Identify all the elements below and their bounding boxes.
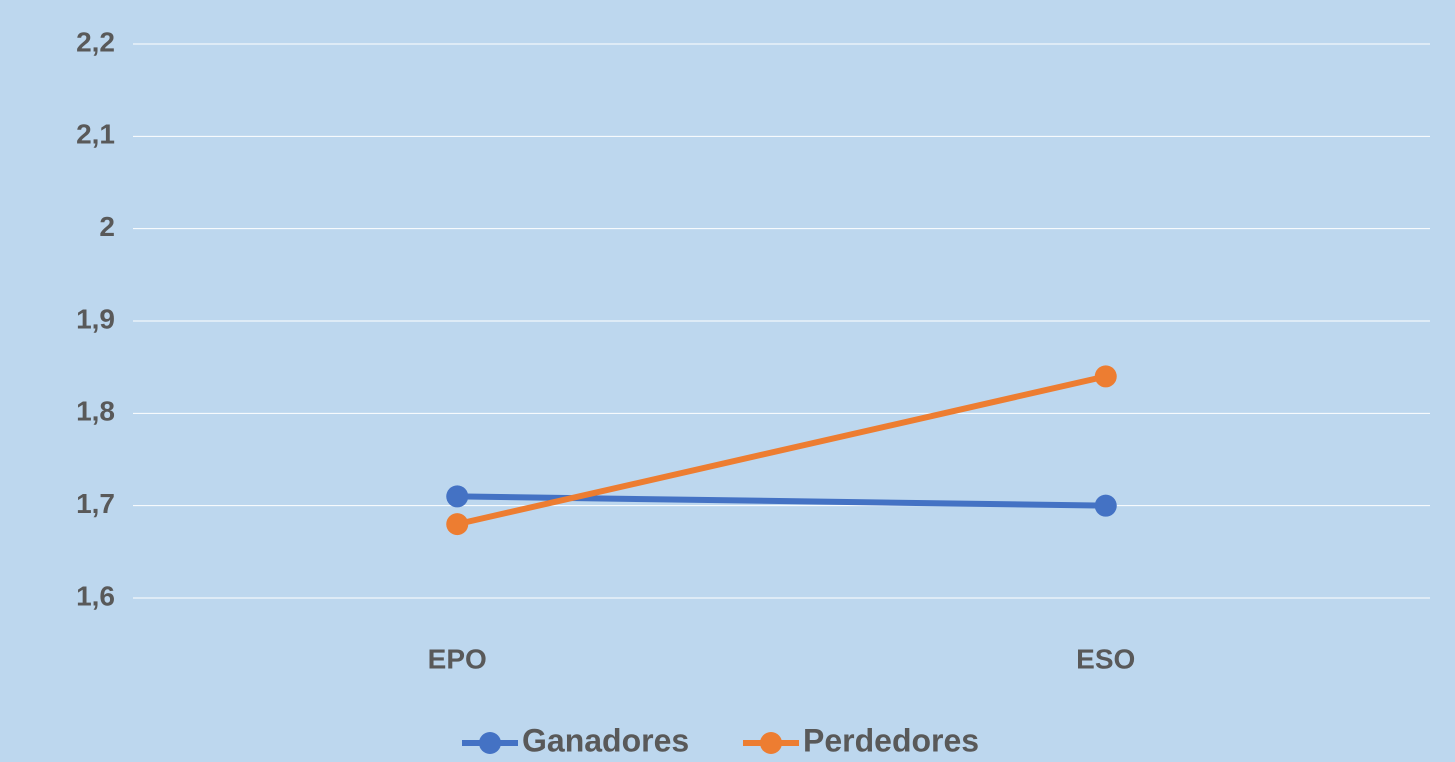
legend-marker [479, 732, 501, 754]
point [446, 485, 469, 508]
legend-marker [760, 732, 782, 754]
legend-label: Perdedores [803, 722, 979, 758]
y-tick-label: 1,8 [76, 396, 115, 427]
y-tick-label: 2,1 [76, 119, 115, 150]
y-tick-label: 1,7 [76, 488, 115, 519]
point [1094, 494, 1117, 517]
point [446, 513, 469, 536]
x-tick-label: ESO [1076, 643, 1135, 674]
legend-label: Ganadores [522, 722, 689, 758]
y-tick-label: 2 [99, 211, 115, 242]
y-tick-label: 1,6 [76, 580, 115, 611]
x-tick-label: EPO [428, 643, 487, 674]
y-tick-label: 1,9 [76, 303, 115, 334]
y-tick-label: 2,2 [76, 26, 115, 57]
point [1094, 365, 1117, 388]
series-line [454, 373, 1109, 528]
